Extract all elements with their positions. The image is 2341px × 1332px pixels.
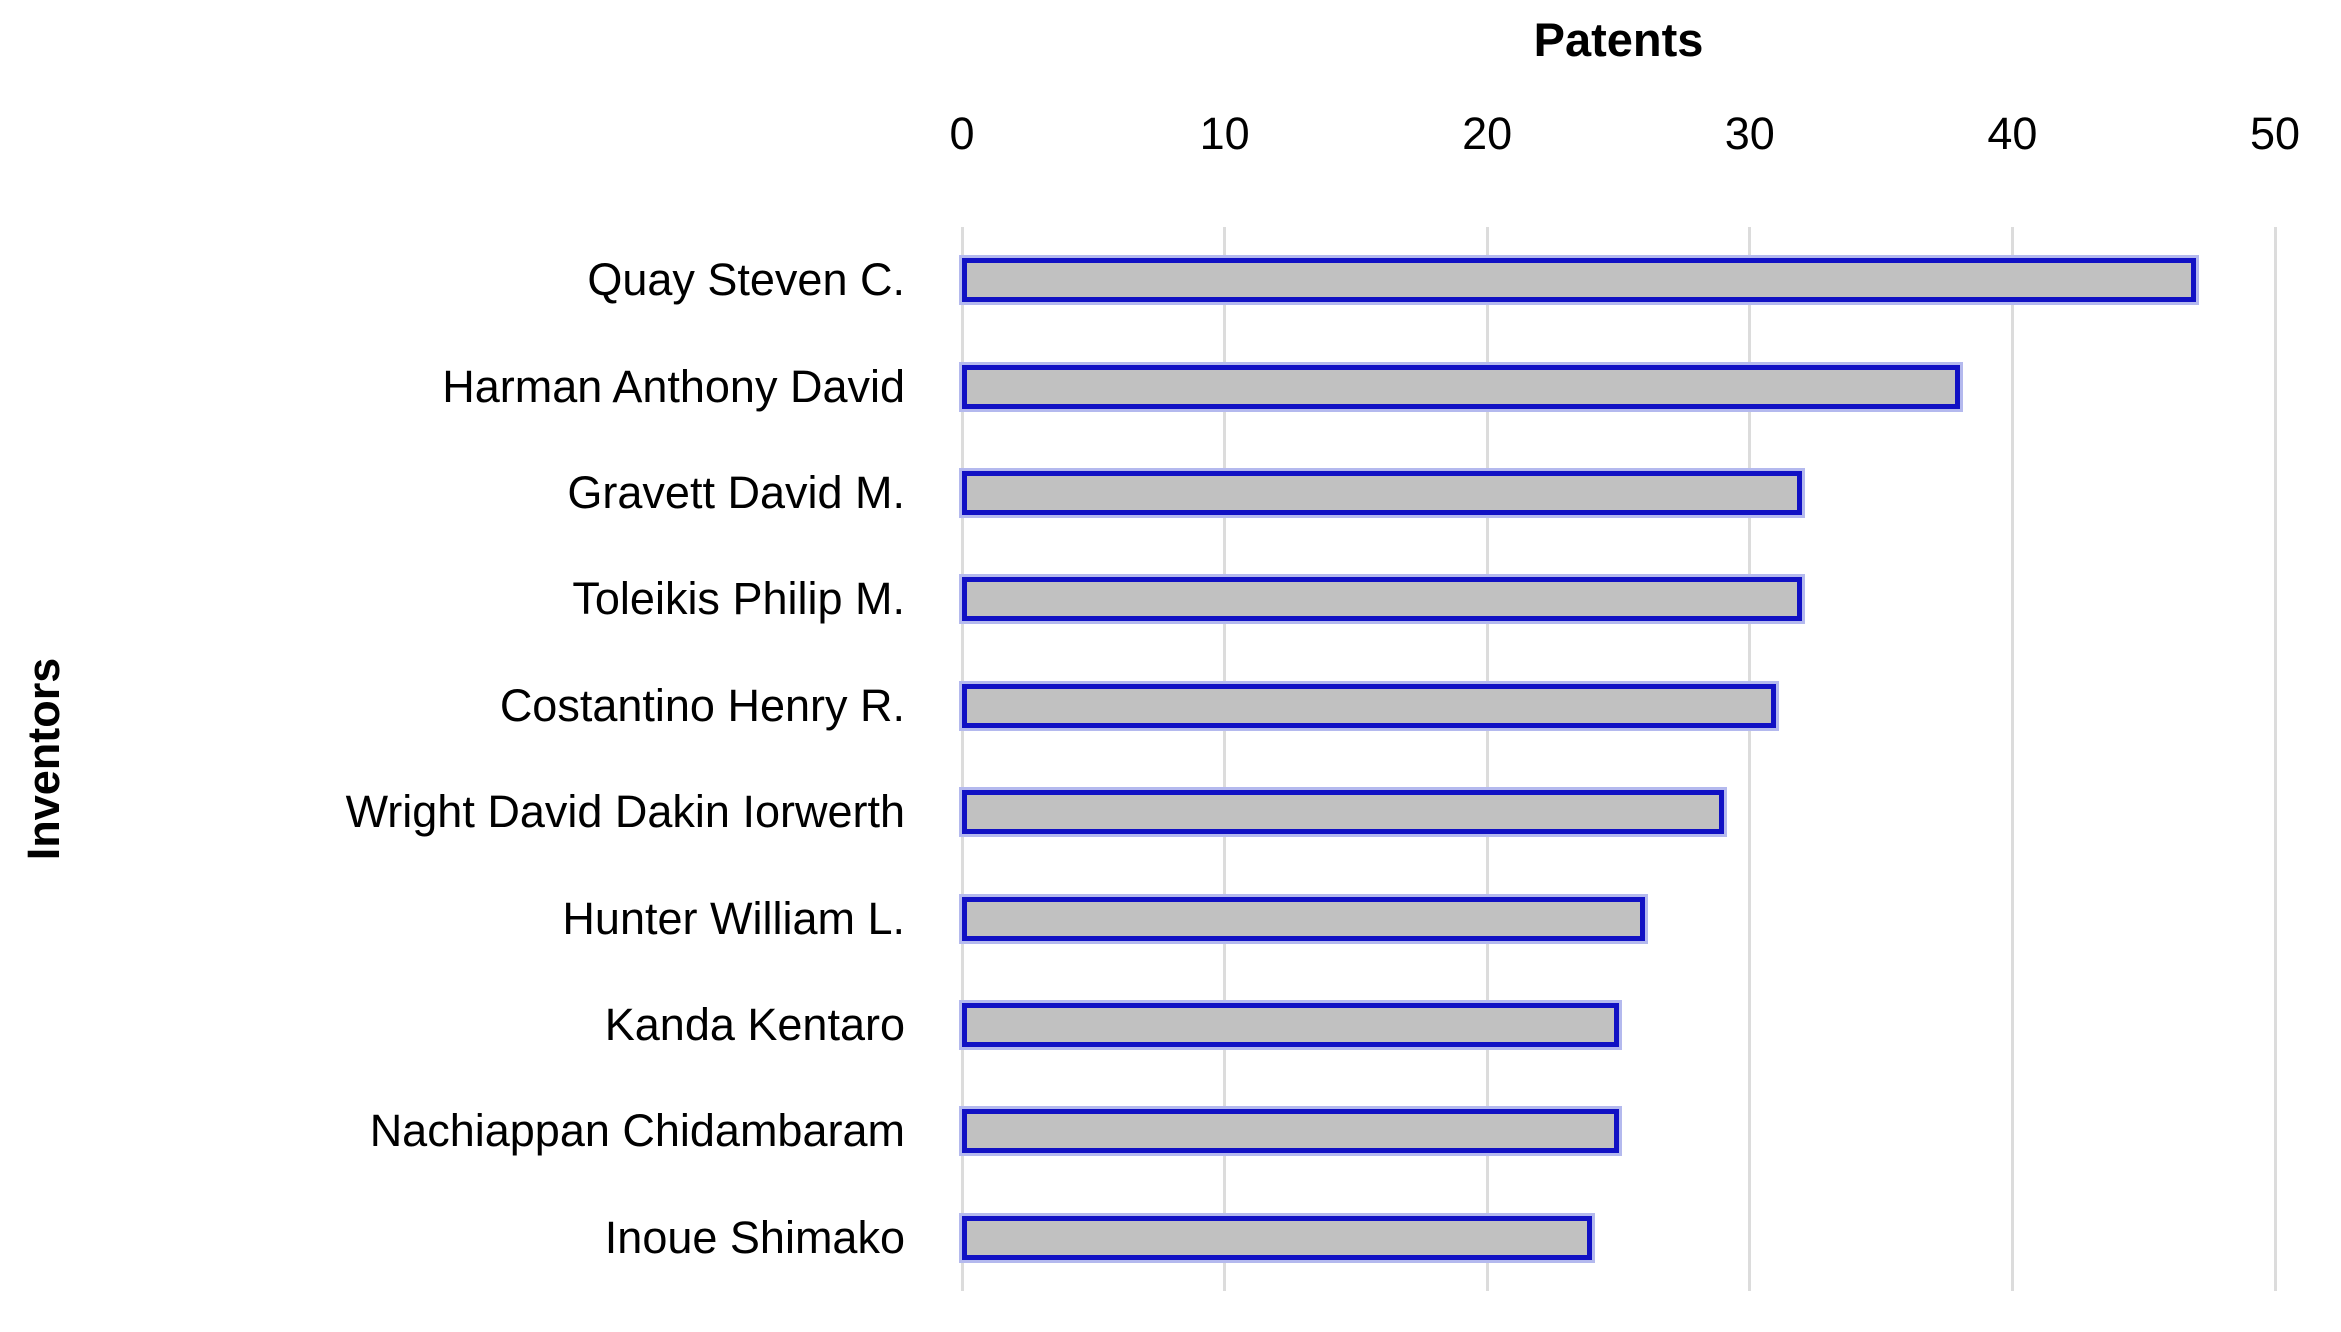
category-label-0: Quay Steven C.: [587, 254, 905, 306]
bar-5: [962, 790, 1724, 835]
x-tick-label-20: 20: [1462, 108, 1513, 159]
gridline-40: [2010, 227, 2014, 1291]
chart-title: Patents: [1533, 13, 1704, 66]
x-tick-label-40: 40: [1987, 108, 2038, 159]
bar-9: [962, 1215, 1593, 1260]
category-label-2: Gravett David M.: [567, 467, 905, 518]
gridline-0: [960, 227, 964, 1291]
bar-7: [962, 1003, 1619, 1047]
category-label-8: Nachiappan Chidambaram: [369, 1105, 905, 1157]
gridline-30: [1748, 227, 1752, 1291]
category-label-1: Harman Anthony David: [442, 360, 905, 412]
bar-3: [962, 577, 1803, 622]
x-tick-label-0: 0: [949, 108, 975, 159]
gridline-50: [2273, 227, 2277, 1291]
bar-6: [962, 896, 1645, 941]
bar-8: [962, 1109, 1619, 1154]
bar-1: [962, 364, 1960, 409]
category-label-3: Toleikis Philip M.: [572, 573, 905, 625]
bar-4: [962, 683, 1777, 728]
x-tick-label-50: 50: [2249, 108, 2301, 159]
category-label-7: Kanda Kentaro: [604, 999, 905, 1050]
category-label-9: Inoue Shimako: [604, 1211, 905, 1263]
category-label-5: Wright David Dakin Iorwerth: [345, 786, 905, 838]
bar-0: [962, 258, 2197, 303]
bar-2: [962, 471, 1803, 515]
y-axis-title: Inventors: [18, 657, 69, 861]
category-label-4: Costantino Henry R.: [499, 679, 905, 731]
x-tick-label-30: 30: [1724, 108, 1775, 159]
gridline-10: [1223, 227, 1227, 1291]
x-tick-label-10: 10: [1199, 108, 1250, 159]
gridline-20: [1485, 227, 1489, 1291]
category-label-6: Hunter William L.: [562, 892, 905, 944]
